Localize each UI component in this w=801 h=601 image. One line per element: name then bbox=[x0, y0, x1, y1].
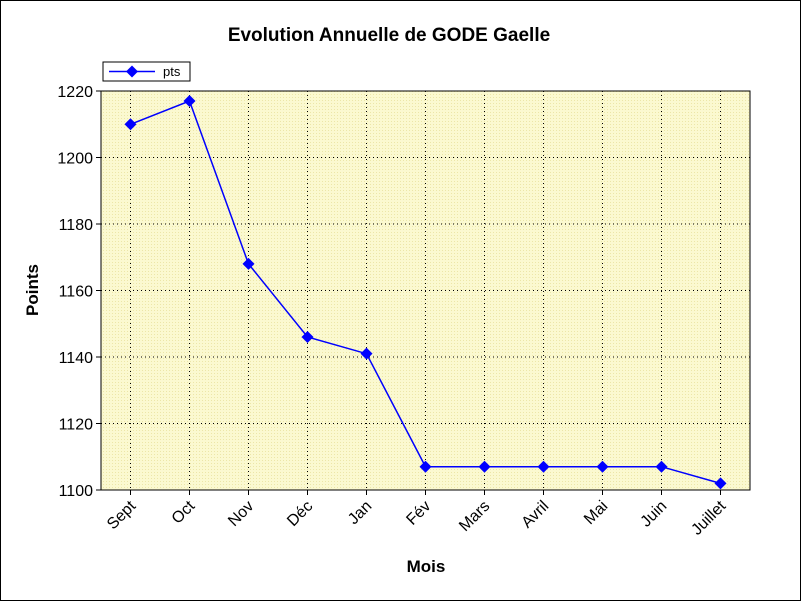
legend: pts bbox=[102, 61, 191, 82]
x-tick-label: Juin bbox=[638, 498, 671, 531]
x-tick-label: Sept bbox=[104, 497, 140, 533]
data-point bbox=[537, 460, 550, 473]
y-tick-label: 1200 bbox=[57, 151, 93, 168]
legend-label: pts bbox=[163, 64, 181, 79]
y-tick-label: 1120 bbox=[59, 417, 94, 434]
x-axis-title: Mois bbox=[407, 557, 446, 576]
y-axis-ticks: 1100 1120 1140 1160 1180 1200 1220 bbox=[57, 84, 101, 500]
x-tick-label: Déc bbox=[284, 498, 316, 530]
y-tick-label: 1220 bbox=[57, 84, 93, 101]
x-tick-label: Mars bbox=[456, 498, 493, 535]
y-tick-label: 1160 bbox=[59, 284, 94, 301]
x-tick-label: Jan bbox=[345, 498, 375, 528]
y-tick-label: 1180 bbox=[59, 217, 94, 234]
x-tick-label: Nov bbox=[225, 498, 257, 530]
y-axis-title: Points bbox=[23, 264, 42, 316]
data-point bbox=[242, 257, 255, 270]
data-point bbox=[360, 347, 373, 360]
y-tick-label: 1100 bbox=[59, 483, 94, 500]
data-point bbox=[419, 460, 432, 473]
x-tick-label: Oct bbox=[169, 497, 199, 527]
data-point bbox=[714, 477, 727, 490]
data-point bbox=[301, 331, 314, 344]
y-tick-label: 1140 bbox=[59, 350, 94, 367]
x-tick-label: Avril bbox=[519, 498, 553, 532]
data-point bbox=[124, 118, 137, 131]
x-tick-label: Fév bbox=[403, 498, 434, 529]
data-point bbox=[596, 460, 609, 473]
x-axis-ticks: Sept Oct Nov Déc Jan Fév Mars Avril Mai Juin Juill… bbox=[104, 490, 730, 539]
data-point bbox=[183, 94, 196, 107]
x-tick-label: Juillet bbox=[688, 497, 729, 538]
x-tick-label: Mai bbox=[581, 498, 611, 528]
chart-title: Evolution Annuelle de GODE Gaelle bbox=[228, 25, 550, 46]
series-group bbox=[124, 94, 727, 490]
legend-marker-swatch bbox=[126, 65, 138, 78]
data-point bbox=[655, 460, 668, 473]
data-point bbox=[478, 460, 491, 473]
